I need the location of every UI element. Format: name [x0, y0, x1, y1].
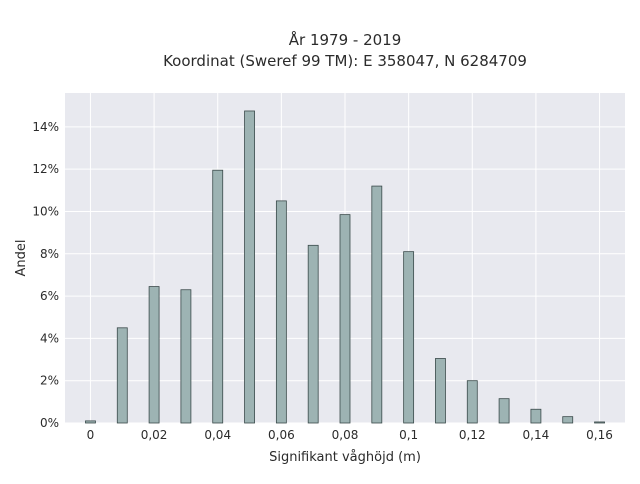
bar	[530, 408, 542, 424]
chart-title: År 1979 - 2019	[289, 30, 402, 49]
x-axis-label: Signifikant våghöjd (m)	[269, 450, 421, 465]
bar	[594, 421, 605, 424]
bar	[466, 380, 478, 424]
y-axis-label: Andel	[14, 240, 29, 277]
bar	[339, 214, 351, 424]
y-tick-label: 4%	[40, 331, 59, 345]
bar	[435, 358, 446, 424]
bars	[85, 110, 605, 424]
bar	[180, 289, 192, 424]
x-tick-label: 0,02	[141, 428, 168, 442]
x-tick-label: 0,08	[332, 428, 359, 442]
y-tick-label: 6%	[40, 289, 59, 303]
y-tick-label: 14%	[32, 120, 59, 134]
bar	[116, 327, 128, 424]
x-tick-label: 0,04	[204, 428, 231, 442]
x-tick-label: 0,16	[586, 428, 613, 442]
y-tick-label: 8%	[40, 247, 59, 261]
y-tick-label: 12%	[32, 162, 59, 176]
bar	[85, 420, 96, 424]
bar	[148, 286, 160, 424]
bar	[212, 169, 224, 424]
y-tick-label: 0%	[40, 416, 59, 430]
bar	[244, 110, 255, 424]
x-tick-label: 0,12	[459, 428, 486, 442]
x-tick-label: 0	[87, 428, 95, 442]
bar	[403, 251, 415, 424]
bar	[498, 398, 510, 424]
x-tick-label: 0,06	[268, 428, 295, 442]
bar	[307, 244, 319, 424]
y-tick-labels: 0% 2% 4% 6% 8% 10% 12% 14%	[32, 120, 59, 430]
bar	[275, 200, 287, 424]
y-tick-label: 2%	[40, 374, 59, 388]
x-tick-label: 0,1	[399, 428, 418, 442]
x-tick-label: 0,14	[523, 428, 550, 442]
x-tick-labels: 0 0,02 0,04 0,06 0,08 0,1 0,12 0,14 0,16	[87, 428, 613, 442]
chart-subtitle: Koordinat (Sweref 99 TM): E 358047, N 62…	[163, 52, 527, 70]
bar	[371, 185, 383, 424]
y-tick-label: 10%	[32, 204, 59, 218]
bar	[562, 416, 574, 424]
